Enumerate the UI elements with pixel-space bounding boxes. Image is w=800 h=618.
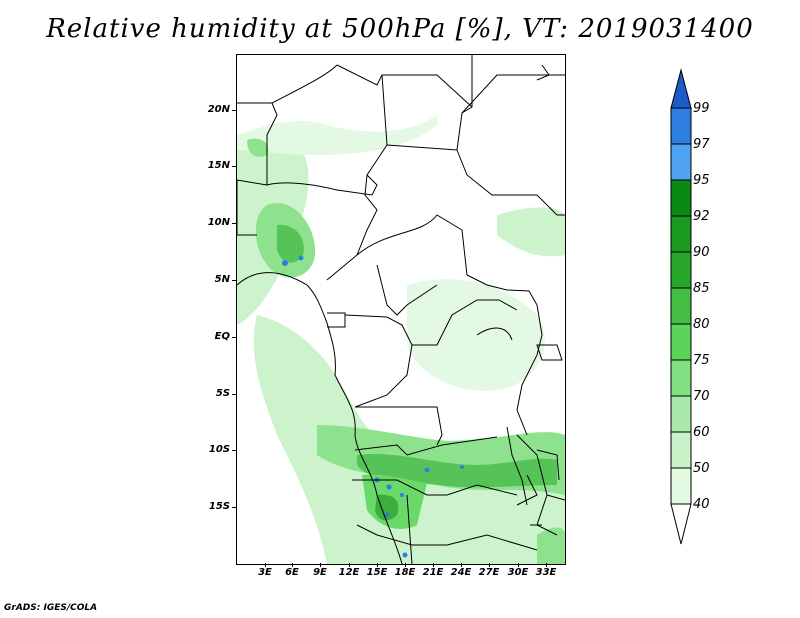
colorbar-label-92: 92 (693, 209, 710, 224)
lat-label-5n: 5N (214, 274, 230, 285)
lon-tick (546, 563, 547, 567)
lon-tick (405, 563, 406, 567)
map-title: Relative humidity at 500hPa [%], VT: 201… (46, 14, 754, 44)
lon-tick (292, 563, 293, 567)
lat-label-20n: 20N (207, 104, 230, 115)
lat-label-15s: 15S (208, 501, 230, 512)
lat-label-eq: EQ (214, 331, 230, 342)
country-borders (237, 55, 565, 564)
lat-label-5s: 5S (215, 388, 230, 399)
colorbar-label-85: 85 (693, 281, 710, 296)
colorbar-swatch-80-85 (670, 287, 692, 325)
colorbar-swatch-85-90 (670, 251, 692, 289)
lat-tick (232, 223, 236, 224)
colorbar-label-99: 99 (693, 101, 710, 116)
lon-tick (433, 563, 434, 567)
colorbar-label-80: 80 (693, 317, 710, 332)
lon-label-6e: 6E (285, 567, 299, 578)
lon-label-33e: 33E (535, 567, 557, 578)
lon-tick (518, 563, 519, 567)
lon-tick (461, 563, 462, 567)
colorbar-swatch-40-50 (670, 467, 692, 505)
colorbar-label-75: 75 (693, 353, 710, 368)
colorbar-label-97: 97 (693, 137, 710, 152)
colorbar-swatch-97-99 (670, 107, 692, 145)
colorbar-swatch-50-60 (670, 431, 692, 469)
colorbar-swatch-95-97 (670, 143, 692, 181)
colorbar-bottom-arrow (670, 503, 692, 545)
lat-label-10s: 10S (208, 444, 230, 455)
lon-tick (377, 563, 378, 567)
lon-tick (489, 563, 490, 567)
lon-label-30e: 30E (507, 567, 529, 578)
colorbar-label-70: 70 (693, 389, 710, 404)
lat-tick (232, 110, 236, 111)
humidity-map (237, 55, 565, 564)
lat-label-15n: 15N (207, 160, 230, 171)
lon-tick (265, 563, 266, 567)
colorbar (670, 68, 692, 545)
lon-label-18e: 18E (394, 567, 416, 578)
grads-credit: GrADS: IGES/COLA (4, 603, 98, 613)
colorbar-top-arrow (670, 68, 692, 109)
lon-label-12e: 12E (338, 567, 360, 578)
lon-tick (320, 563, 321, 567)
lat-tick (232, 394, 236, 395)
colorbar-swatch-75-80 (670, 323, 692, 361)
lon-label-3e: 3E (258, 567, 272, 578)
lon-label-24e: 24E (450, 567, 472, 578)
colorbar-swatch-90-92 (670, 215, 692, 253)
lon-label-27e: 27E (478, 567, 500, 578)
lon-label-15e: 15E (366, 567, 388, 578)
colorbar-label-50: 50 (693, 461, 710, 476)
colorbar-swatch-60-70 (670, 395, 692, 433)
lat-tick (232, 166, 236, 167)
map-plot-area (236, 54, 566, 565)
humidity-field (237, 115, 565, 564)
colorbar-swatch-92-95 (670, 179, 692, 217)
lat-label-10n: 10N (207, 217, 230, 228)
colorbar-label-95: 95 (693, 173, 710, 188)
colorbar-swatch-70-75 (670, 359, 692, 397)
lat-tick (232, 450, 236, 451)
lat-tick (232, 280, 236, 281)
lat-tick (232, 507, 236, 508)
colorbar-label-40: 40 (693, 497, 710, 512)
lat-tick (232, 337, 236, 338)
colorbar-label-90: 90 (693, 245, 710, 260)
lon-label-9e: 9E (313, 567, 327, 578)
lon-label-21e: 21E (422, 567, 444, 578)
lon-tick (349, 563, 350, 567)
colorbar-label-60: 60 (693, 425, 710, 440)
